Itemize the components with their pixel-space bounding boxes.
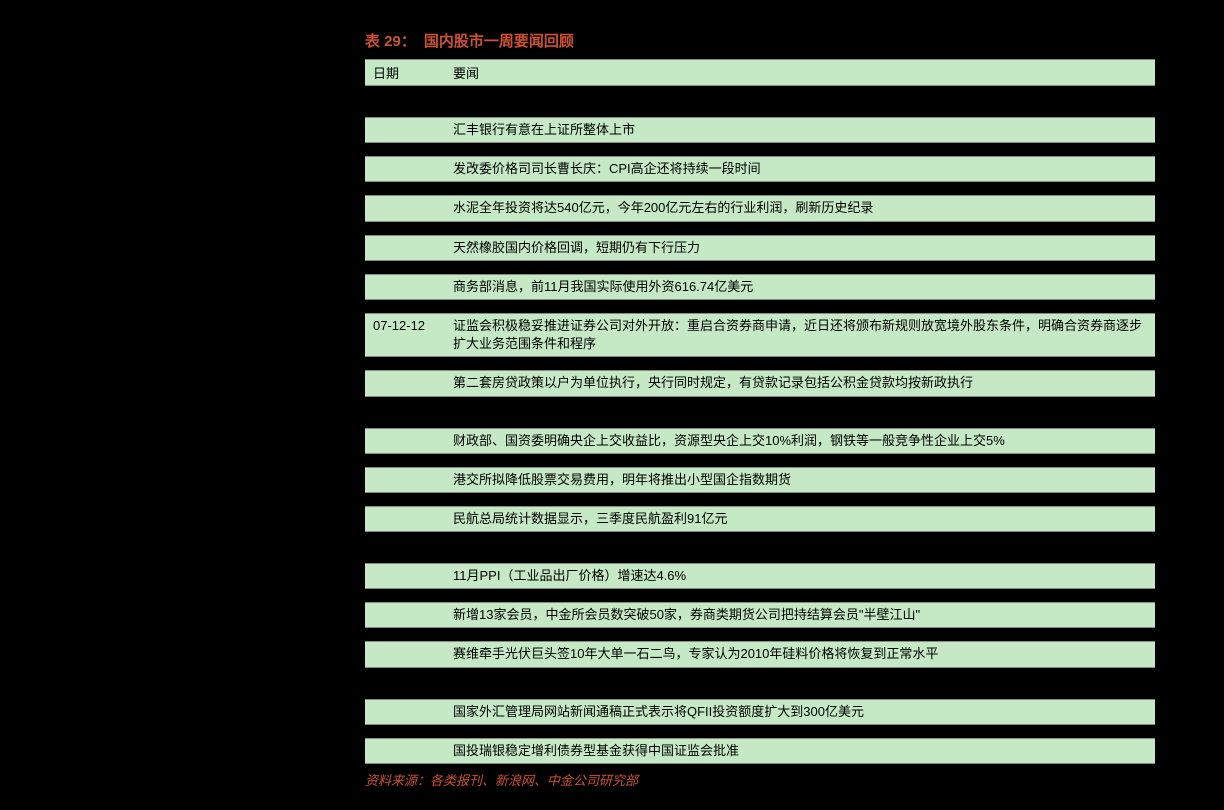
spacer — [365, 724, 1155, 738]
spacer — [365, 396, 1155, 428]
spacer — [365, 260, 1155, 274]
row-date — [365, 467, 445, 492]
source-text: 资料来源：各类报刊、新浪网、中金公司研究部 — [365, 770, 1155, 789]
row-date — [365, 564, 445, 589]
table-row: 水泥全年投资将达540亿元，今年200亿元左右的行业利润，刷新历史纪录 — [365, 196, 1155, 221]
row-content: 发改委价格司司长曹长庆：CPI高企还将持续一段时间 — [445, 157, 1155, 182]
table-row: 新增13家会员，中金所会员数突破50家，券商类期货公司把持结算会员"半壁江山" — [365, 603, 1155, 628]
table-label: 表 29： — [365, 30, 416, 51]
row-date: 07-12-12 — [365, 313, 445, 356]
row-content: 证监会积极稳妥推进证券公司对外开放：重启合资券商申请，近日还将颁布新规则放宽境外… — [445, 313, 1155, 356]
row-content: 11月PPI（工业品出厂价格）增速达4.6% — [445, 564, 1155, 589]
content-area: 表 29： 国内股市一周要闻回顾 日期 要闻 汇丰银行有意在上证所整体上市 发改… — [365, 30, 1155, 789]
table-row: 国家外汇管理局网站新闻通稿正式表示将QFII投资额度扩大到300亿美元 — [365, 699, 1155, 724]
row-date — [365, 603, 445, 628]
table-row: 国投瑞银稳定增利债券型基金获得中国证监会批准 — [365, 738, 1155, 763]
row-date — [365, 699, 445, 724]
table-row: 11月PPI（工业品出厂价格）增速达4.6% — [365, 564, 1155, 589]
row-content: 商务部消息，前11月我国实际使用外资616.74亿美元 — [445, 274, 1155, 299]
row-date — [365, 428, 445, 453]
row-date — [365, 235, 445, 260]
spacer — [365, 221, 1155, 235]
table-row: 发改委价格司司长曹长庆：CPI高企还将持续一段时间 — [365, 157, 1155, 182]
row-content: 国家外汇管理局网站新闻通稿正式表示将QFII投资额度扩大到300亿美元 — [445, 699, 1155, 724]
spacer — [365, 492, 1155, 506]
table-row: 商务部消息，前11月我国实际使用外资616.74亿美元 — [365, 274, 1155, 299]
spacer — [365, 86, 1155, 118]
table-row: 天然橡胶国内价格回调，短期仍有下行压力 — [365, 235, 1155, 260]
table-row: 赛维牵手光伏巨头签10年大单一石二鸟，专家认为2010年硅料价格将恢复到正常水平 — [365, 642, 1155, 667]
row-content: 天然橡胶国内价格回调，短期仍有下行压力 — [445, 235, 1155, 260]
spacer — [365, 143, 1155, 157]
spacer — [365, 589, 1155, 603]
table-title: 国内股市一周要闻回顾 — [424, 30, 574, 51]
spacer — [365, 532, 1155, 564]
spacer — [365, 628, 1155, 642]
spacer — [365, 182, 1155, 196]
row-content: 财政部、国资委明确央企上交收益比，资源型央企上交10%利润，钢铁等一般竞争性企业… — [445, 428, 1155, 453]
header-date: 日期 — [365, 60, 445, 86]
row-date — [365, 274, 445, 299]
row-content: 新增13家会员，中金所会员数突破50家，券商类期货公司把持结算会员"半壁江山" — [445, 603, 1155, 628]
table-row: 港交所拟降低股票交易费用，明年将推出小型国企指数期货 — [365, 467, 1155, 492]
row-date — [365, 118, 445, 143]
title-row: 表 29： 国内股市一周要闻回顾 — [365, 30, 1155, 51]
table-row: 汇丰银行有意在上证所整体上市 — [365, 118, 1155, 143]
table-header-row: 日期 要闻 — [365, 60, 1155, 86]
row-date — [365, 738, 445, 763]
header-content: 要闻 — [445, 60, 1155, 86]
spacer — [365, 667, 1155, 699]
row-content: 民航总局统计数据显示，三季度民航盈利91亿元 — [445, 506, 1155, 531]
row-content: 汇丰银行有意在上证所整体上市 — [445, 118, 1155, 143]
spacer — [365, 453, 1155, 467]
spacer — [365, 299, 1155, 313]
row-date — [365, 157, 445, 182]
news-table: 日期 要闻 汇丰银行有意在上证所整体上市 发改委价格司司长曹长庆：CPI高企还将… — [365, 59, 1155, 764]
row-content: 港交所拟降低股票交易费用，明年将推出小型国企指数期货 — [445, 467, 1155, 492]
row-content: 水泥全年投资将达540亿元，今年200亿元左右的行业利润，刷新历史纪录 — [445, 196, 1155, 221]
row-date — [365, 642, 445, 667]
row-date — [365, 506, 445, 531]
row-content: 国投瑞银稳定增利债券型基金获得中国证监会批准 — [445, 738, 1155, 763]
table-row: 第二套房贷政策以户为单位执行，央行同时规定，有贷款记录包括公积金贷款均按新政执行 — [365, 371, 1155, 396]
row-content: 赛维牵手光伏巨头签10年大单一石二鸟，专家认为2010年硅料价格将恢复到正常水平 — [445, 642, 1155, 667]
row-content: 第二套房贷政策以户为单位执行，央行同时规定，有贷款记录包括公积金贷款均按新政执行 — [445, 371, 1155, 396]
table-row: 财政部、国资委明确央企上交收益比，资源型央企上交10%利润，钢铁等一般竞争性企业… — [365, 428, 1155, 453]
spacer — [365, 357, 1155, 371]
row-date — [365, 196, 445, 221]
table-row: 07-12-12 证监会积极稳妥推进证券公司对外开放：重启合资券商申请，近日还将… — [365, 313, 1155, 356]
table-row: 民航总局统计数据显示，三季度民航盈利91亿元 — [365, 506, 1155, 531]
row-date — [365, 371, 445, 396]
